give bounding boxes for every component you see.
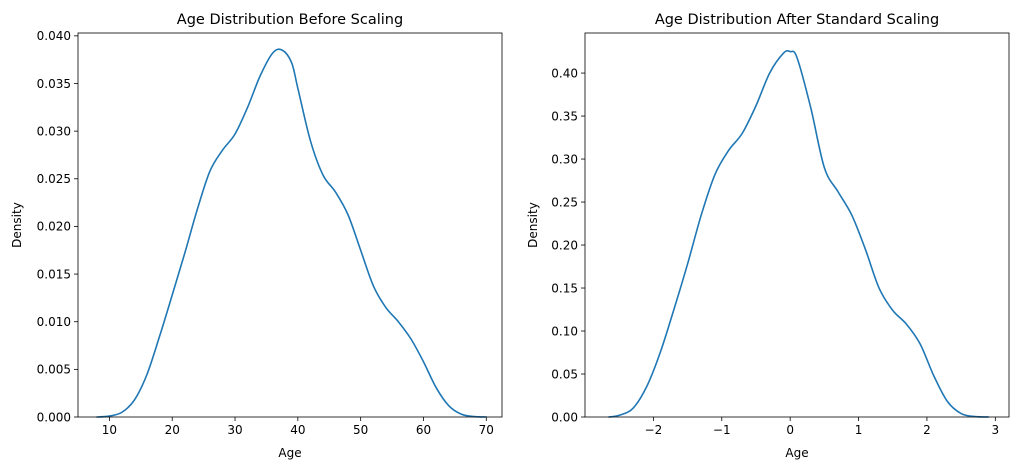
y-tick-label: 0.025 [37,172,71,186]
y-tick-label: 0.10 [551,324,578,338]
x-axis-label: Age [785,446,808,460]
y-tick-label: 0.00 [551,410,578,424]
x-tick-label: 3 [992,423,1000,437]
y-axis-label: Density [10,202,24,248]
x-tick-label: 2 [923,423,931,437]
x-tick-label: 70 [479,423,494,437]
x-axis-label: Age [278,446,301,460]
y-tick-label: 0.20 [551,238,578,252]
chart-after-standard-scaling: Age Distribution After Standard Scaling … [526,12,1010,460]
y-tick-label: 0.020 [37,220,71,234]
x-tick-label: 1 [855,423,863,437]
x-tick-label: −2 [645,423,663,437]
y-axis-label: Density [526,202,540,248]
axes-frame [584,32,1010,418]
x-tick-label: 40 [290,423,305,437]
axes-frame [77,32,503,418]
x-tick-label: 60 [416,423,431,437]
density-curve [608,50,990,418]
y-tick-label: 0.040 [37,29,71,43]
y-tick-label: 0.030 [37,124,71,138]
density-curve [96,48,488,418]
x-tick-label: 30 [227,423,242,437]
tick-group: −2 −1 0 1 2 3 0.00 0.05 0.10 0.15 0.20 0.25 0.30 0.35… [551,66,999,437]
chart-before-scaling: Age Distribution Before Scaling Age Dens… [10,12,503,460]
y-tick-label: 0.035 [37,77,71,91]
x-tick-label: −1 [713,423,731,437]
y-tick-label: 0.05 [551,367,578,381]
y-tick-label: 0.000 [37,410,71,424]
y-tick-label: 0.010 [37,315,71,329]
x-tick-label: 20 [165,423,180,437]
y-tick-label: 0.30 [551,152,578,166]
y-tick-label: 0.25 [551,195,578,209]
tick-group: 10 20 30 40 50 60 70 0.000 0.005 0.010 0.015 0.020 0… [37,29,494,437]
y-tick-label: 0.40 [551,66,578,80]
x-tick-label: 0 [786,423,794,437]
chart-title: Age Distribution After Standard Scaling [655,12,939,28]
y-tick-label: 0.35 [551,109,578,123]
plot-area [96,48,488,418]
y-tick-label: 0.005 [37,363,71,377]
x-tick-label: 10 [102,423,117,437]
x-tick-label: 50 [353,423,368,437]
y-tick-label: 0.15 [551,281,578,295]
plot-area [608,50,990,418]
chart-title: Age Distribution Before Scaling [177,12,403,28]
y-tick-label: 0.015 [37,267,71,281]
